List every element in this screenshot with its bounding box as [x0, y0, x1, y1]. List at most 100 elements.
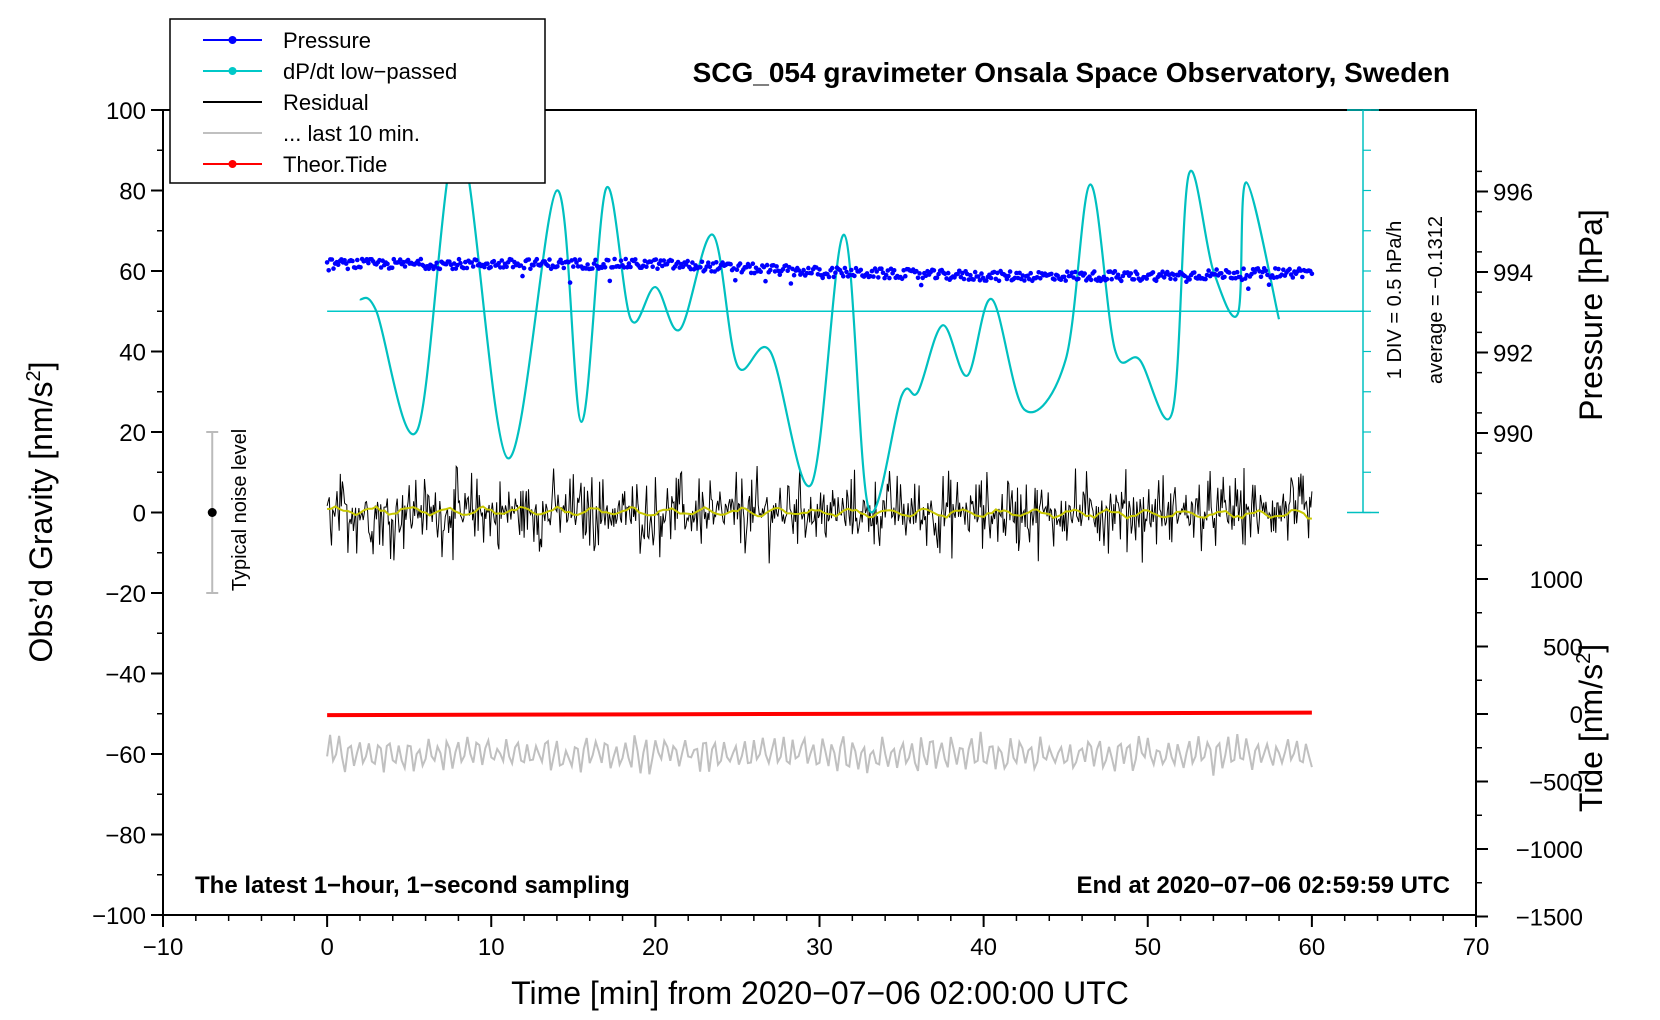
pressure-point	[1065, 269, 1070, 275]
pressure-point	[606, 258, 611, 263]
pressure-point	[728, 261, 733, 267]
pressure-point	[1076, 276, 1081, 282]
pressure-point	[1007, 269, 1013, 274]
pressure-series	[324, 256, 1315, 292]
y-axis-label-main: Obs’d Gravity [nm/s	[23, 382, 59, 663]
pressure-point	[331, 266, 336, 271]
x-tick-label: −10	[143, 934, 184, 961]
pressure-point	[874, 269, 879, 274]
pressure-point	[618, 258, 624, 264]
pressure-point	[833, 270, 838, 276]
pressure-point	[961, 276, 967, 282]
x-tick-label: 40	[970, 934, 997, 961]
pressure-point	[434, 260, 440, 266]
pressure-tick-labels: 996 994 992 990	[1493, 180, 1533, 449]
pressure-point	[768, 267, 773, 273]
pressure-point	[1082, 271, 1087, 276]
x-tick-label: 50	[1134, 934, 1161, 961]
pressure-point	[737, 261, 743, 266]
pressure-point	[504, 264, 509, 270]
tide-axis-label: Tide [nm/s2]	[1573, 644, 1609, 812]
last-10-min-series	[326, 731, 1313, 776]
noise-dot	[207, 508, 217, 517]
pressure-point	[831, 274, 837, 280]
pressure-point	[366, 260, 371, 266]
legend: Pressure dP/dt low−passed Residual ... last…	[169, 18, 546, 184]
pressure-point	[869, 268, 875, 274]
pressure-point	[996, 278, 1002, 284]
pressure-point	[764, 262, 770, 268]
pressure-point	[747, 264, 752, 269]
last-10-min-line	[326, 731, 1313, 776]
pressure-point	[590, 266, 595, 271]
scale-div-label: 1 DIV = 0.5 hPa/h	[1384, 221, 1406, 379]
pressure-point	[402, 264, 408, 269]
pressure-point	[385, 261, 390, 267]
pressure-point	[914, 268, 919, 274]
pressure-tick-label: 996	[1493, 180, 1533, 207]
pressure-point	[343, 261, 349, 266]
pressure-point	[1115, 272, 1121, 278]
pressure-point	[844, 269, 849, 275]
tide-tick-labels: 1000 500 0 −500 −1000 −1500	[1516, 567, 1583, 932]
pressure-axis-label: Pressure [hPa]	[1573, 209, 1609, 421]
pressure-point	[777, 272, 783, 278]
pressure-point	[915, 275, 921, 281]
pressure-point	[984, 278, 989, 283]
pressure-point	[458, 260, 463, 266]
pressure-point	[520, 273, 525, 279]
pressure-point	[880, 270, 886, 276]
pressure-point	[1131, 277, 1137, 282]
pressure-point	[917, 271, 922, 276]
pressure-point	[934, 275, 940, 281]
pressure-point	[899, 276, 905, 282]
pressure-point	[1150, 270, 1156, 275]
pressure-point	[918, 282, 924, 288]
pressure-point	[1092, 269, 1097, 274]
pressure-point	[1052, 277, 1057, 282]
pressure-point	[842, 265, 848, 271]
pressure-point	[528, 266, 533, 272]
y-tick-label: 0	[133, 501, 146, 528]
pressure-point	[355, 257, 360, 263]
pressure-point	[488, 264, 494, 270]
pressure-point	[547, 257, 552, 262]
noise-level-label: Typical noise level	[229, 429, 251, 591]
x-tick-label: 60	[1299, 934, 1326, 961]
pressure-tick-label: 992	[1493, 341, 1533, 368]
legend-marker	[228, 160, 237, 168]
tide-tick-label: 1000	[1530, 567, 1583, 594]
pressure-point	[669, 258, 675, 264]
pressure-point	[763, 278, 768, 284]
y-tick-label: −20	[105, 581, 146, 608]
pressure-point	[891, 268, 897, 273]
legend-label: Pressure	[283, 28, 371, 53]
pressure-point	[1258, 274, 1264, 280]
pressure-point	[1219, 271, 1224, 276]
pressure-point	[806, 265, 811, 271]
pressure-point	[364, 257, 370, 262]
pressure-point	[1112, 269, 1118, 274]
pressure-point	[826, 274, 832, 280]
legend-marker	[228, 67, 237, 75]
pressure-point	[791, 272, 797, 278]
pressure-point	[571, 264, 576, 269]
pressure-point	[785, 268, 790, 274]
pressure-point	[326, 268, 332, 273]
pressure-point	[1263, 268, 1269, 274]
pressure-point	[518, 263, 524, 268]
pressure-point	[567, 280, 573, 285]
pressure-point	[389, 265, 395, 271]
tide-tick-label: 500	[1543, 635, 1583, 662]
pressure-point	[977, 278, 983, 283]
pressure-point	[675, 259, 681, 265]
pressure-point	[469, 260, 475, 265]
pressure-point	[358, 265, 363, 270]
legend-label: dP/dt low−passed	[283, 59, 457, 84]
pressure-point	[456, 256, 462, 262]
legend-marker	[228, 36, 237, 44]
pressure-point	[593, 257, 598, 263]
pressure-point	[883, 272, 889, 278]
bottom-left-note: The latest 1−hour, 1−second sampling	[195, 872, 630, 899]
y-tick-labels: 100 80 60 40 20 0 −20 −40 −60 −80 −100	[92, 98, 146, 930]
